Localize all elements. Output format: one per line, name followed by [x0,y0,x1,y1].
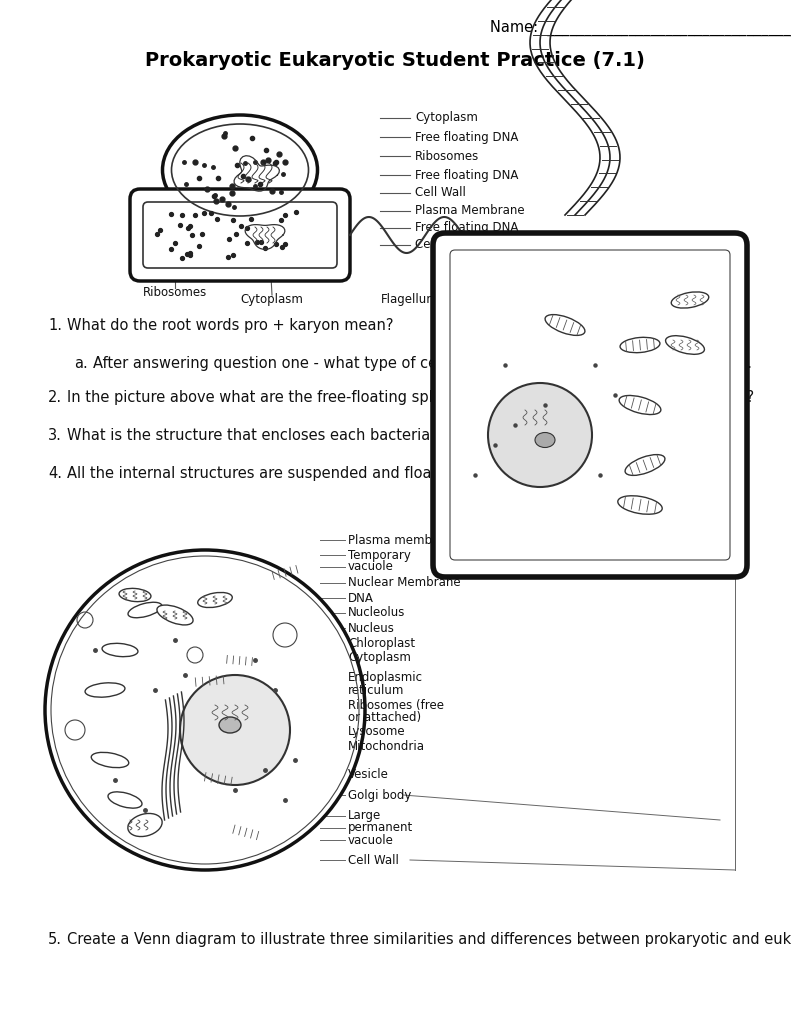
Text: Flagellum: Flagellum [381,294,439,306]
Text: What do the root words pro + karyon mean?: What do the root words pro + karyon mean… [67,318,393,333]
Text: Cytoplasm: Cytoplasm [415,112,478,125]
Ellipse shape [198,593,233,607]
Text: DNA: DNA [348,592,374,604]
Text: 3.: 3. [48,428,62,443]
Text: Mitochondria: Mitochondria [348,740,425,754]
Text: After answering question one - what type of cells are pictured above? Justify yo: After answering question one - what type… [93,356,752,371]
Text: Ribosomes: Ribosomes [143,287,207,299]
Text: Vesicle: Vesicle [348,768,389,781]
Ellipse shape [128,813,162,837]
Ellipse shape [618,496,662,514]
Text: Large: Large [348,810,381,822]
Text: Plasma Membrane: Plasma Membrane [415,205,524,217]
Ellipse shape [91,753,129,768]
Ellipse shape [620,337,660,352]
Text: Name:  ___________________________________: Name: __________________________________… [490,19,791,36]
Ellipse shape [85,683,125,697]
Text: Nuclear Membrane: Nuclear Membrane [348,577,460,590]
Ellipse shape [128,602,162,617]
FancyBboxPatch shape [130,189,350,281]
Circle shape [180,675,290,785]
Ellipse shape [672,292,709,308]
Ellipse shape [157,605,193,625]
Ellipse shape [545,314,585,336]
Text: Create a Venn diagram to illustrate three similarities and differences between p: Create a Venn diagram to illustrate thre… [67,932,791,947]
Ellipse shape [535,432,555,447]
Ellipse shape [619,395,660,415]
Text: Cytoplasm: Cytoplasm [348,651,411,665]
Text: Temporary: Temporary [348,549,411,561]
Text: All the internal structures are suspended and floating in what substance?: All the internal structures are suspende… [67,466,607,481]
Text: Cell Wall: Cell Wall [415,186,466,200]
Text: vacuole: vacuole [348,834,394,847]
Text: 4.: 4. [48,466,62,481]
FancyBboxPatch shape [433,233,747,577]
Text: or attached): or attached) [348,711,421,724]
Text: In the picture above what are the free-floating spheres that are found in each b: In the picture above what are the free-f… [67,390,754,406]
Text: 2.: 2. [48,390,62,406]
Text: Nucleolus: Nucleolus [348,606,405,620]
Text: Ribosomes: Ribosomes [415,150,479,163]
Text: Cytoplasm: Cytoplasm [240,294,304,306]
Text: Nucleus: Nucleus [348,622,395,635]
Text: Lysosome: Lysosome [348,725,406,738]
Text: Cell Wall: Cell Wall [348,853,399,866]
Text: reticulum: reticulum [348,683,404,696]
Ellipse shape [162,115,317,225]
Text: Plasma membrane: Plasma membrane [348,534,459,547]
Text: What is the structure that encloses each bacteria cell called?: What is the structure that encloses each… [67,428,516,443]
Ellipse shape [219,717,241,733]
Text: a.: a. [74,356,88,371]
Ellipse shape [665,336,705,354]
Text: Golgi body: Golgi body [348,788,411,802]
Text: Free floating DNA: Free floating DNA [415,169,518,181]
Text: vacuole: vacuole [348,560,394,573]
Text: Prokaryotic Eukaryotic Student Practice (7.1): Prokaryotic Eukaryotic Student Practice … [145,50,645,70]
Circle shape [488,383,592,487]
Text: Free floating DNA: Free floating DNA [415,130,518,143]
Text: 5.: 5. [48,932,62,947]
Text: permanent: permanent [348,821,413,835]
Ellipse shape [625,455,665,475]
Text: Chloroplast: Chloroplast [348,637,415,649]
Ellipse shape [102,643,138,656]
Circle shape [45,550,365,870]
Ellipse shape [108,792,142,808]
Text: Free floating DNA: Free floating DNA [415,221,518,234]
Text: 1.: 1. [48,318,62,333]
Text: Endoplasmic: Endoplasmic [348,672,423,684]
Text: Ribosomes (free: Ribosomes (free [348,698,444,712]
Ellipse shape [119,589,151,602]
Text: Cell Wall: Cell Wall [415,239,466,252]
